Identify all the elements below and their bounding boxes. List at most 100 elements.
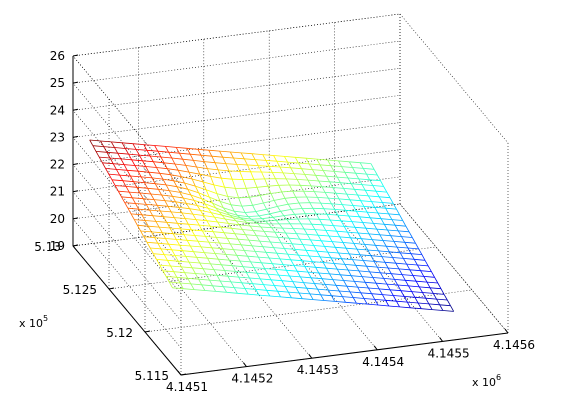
mesh-line (414, 258, 426, 261)
mesh-line (219, 242, 224, 249)
mesh-line (279, 166, 284, 174)
mesh-line (277, 237, 282, 244)
mesh-line (315, 267, 320, 274)
mesh-line (375, 191, 380, 197)
mesh-line (214, 162, 226, 164)
grid-line (108, 246, 437, 290)
mesh-line (330, 257, 335, 264)
mesh-line (395, 224, 406, 227)
mesh-line (358, 178, 370, 181)
mesh-line (178, 169, 189, 173)
mesh-line (165, 146, 169, 153)
mesh-line (285, 178, 290, 186)
mesh-line (300, 276, 304, 283)
mesh-line (304, 266, 316, 268)
mesh-line (111, 179, 116, 186)
mesh-line (226, 291, 238, 294)
mesh-line (172, 196, 176, 203)
mesh-line (132, 143, 144, 145)
mesh-line (205, 274, 210, 281)
mesh-line (263, 284, 267, 291)
mesh-line (249, 197, 253, 206)
mesh-line (390, 273, 395, 280)
mesh-line (261, 262, 273, 265)
mesh-line (273, 247, 285, 249)
mesh-line (288, 237, 300, 240)
mesh-line (256, 273, 261, 280)
mesh-line (108, 173, 113, 180)
mesh-line (163, 254, 168, 261)
mesh-line (241, 204, 253, 207)
mesh-line (343, 188, 348, 195)
mesh-line (207, 207, 220, 213)
mesh-line (235, 220, 240, 226)
mesh-line (175, 239, 180, 246)
mesh-line (363, 206, 368, 213)
mesh-line (233, 157, 238, 165)
mesh-line (193, 200, 198, 206)
mesh-line (354, 188, 366, 191)
mesh-line (204, 161, 216, 164)
mesh-line (406, 263, 418, 266)
mesh-line (323, 170, 335, 172)
mesh-line (289, 223, 294, 229)
mesh-line (358, 270, 370, 273)
x-tick-label: 4.1451 (166, 380, 208, 394)
mesh-line (280, 242, 285, 249)
mesh-line (202, 181, 214, 186)
mesh-line (231, 228, 236, 234)
mesh-line (166, 168, 171, 175)
mesh-line (108, 173, 120, 176)
mesh-line (292, 243, 303, 245)
mesh-line (286, 178, 298, 180)
mesh-line (289, 275, 294, 282)
mesh-line (196, 166, 201, 175)
mesh-line (120, 158, 132, 161)
mesh-line (278, 223, 283, 229)
mesh-line (336, 268, 341, 275)
mesh-line (231, 179, 236, 189)
mesh-line (432, 293, 437, 300)
box-edge (399, 13, 509, 144)
mesh-line (402, 274, 414, 276)
mesh-line (147, 188, 152, 195)
mesh-line (295, 249, 307, 251)
mesh-line (405, 226, 410, 232)
mesh-line (170, 174, 175, 181)
mesh-line (381, 256, 393, 258)
mesh-line (253, 230, 265, 232)
mesh-line (213, 184, 225, 188)
grid-line (72, 137, 182, 267)
mesh-line (239, 171, 244, 180)
mesh-line (431, 271, 435, 278)
mesh-line (308, 218, 313, 225)
mesh-line (398, 230, 410, 233)
mesh-line (208, 150, 213, 157)
mesh-line (390, 289, 401, 292)
mesh-line (274, 197, 286, 201)
mesh-line (374, 206, 386, 209)
mesh-line (160, 210, 172, 213)
mesh-line (278, 237, 289, 239)
mesh-line (249, 277, 253, 284)
mesh-line (242, 229, 246, 235)
mesh-line (171, 157, 183, 160)
mesh-line (399, 214, 404, 221)
mesh-line (127, 208, 132, 215)
z-tick-label: 26 (50, 49, 65, 63)
mesh-line (190, 283, 202, 286)
mesh-line (224, 270, 236, 272)
mesh-line (238, 224, 243, 230)
mesh-line (156, 167, 168, 170)
mesh-line (226, 211, 238, 216)
mesh-line (140, 176, 145, 183)
mesh-line (197, 240, 209, 243)
mesh-line (180, 192, 191, 196)
mesh-line (159, 264, 164, 271)
mesh-line (186, 148, 191, 155)
mesh-line (335, 284, 347, 287)
mesh-line (274, 231, 286, 234)
mesh-line (322, 224, 334, 226)
mesh-line (321, 278, 326, 285)
box-edge (72, 13, 401, 57)
